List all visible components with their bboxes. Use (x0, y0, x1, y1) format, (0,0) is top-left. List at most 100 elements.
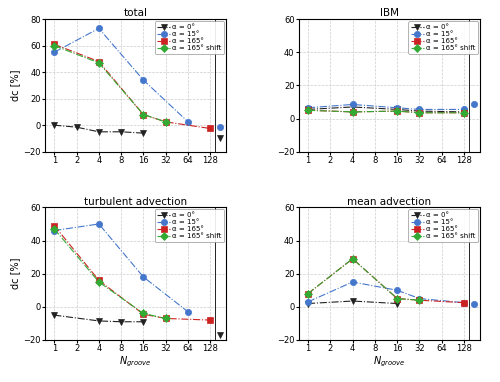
α = 0° (140, 131, 146, 136)
Line: α = 15°: α = 15° (51, 221, 191, 315)
Line: α = 165° shift: α = 165° shift (52, 226, 168, 321)
α = 165° (52, 42, 58, 47)
α = 15° (394, 105, 400, 110)
α = 0° (52, 123, 58, 128)
α = 165° shift (350, 256, 356, 261)
Y-axis label: dc [%]: dc [%] (10, 258, 20, 290)
Line: α = 165°: α = 165° (51, 222, 214, 323)
α = 165° (394, 296, 400, 301)
α = 165° (350, 256, 356, 261)
α = 15° (140, 78, 146, 83)
α = 0° (118, 129, 124, 134)
α = 165° shift (416, 298, 422, 303)
α = 165° shift (350, 110, 356, 114)
α = 15° (52, 228, 58, 233)
α = 165° shift (140, 311, 146, 316)
α = 15° (140, 275, 146, 279)
Line: α = 165° shift: α = 165° shift (305, 107, 467, 115)
Line: α = 0°: α = 0° (51, 312, 146, 325)
α = 15° (96, 26, 102, 31)
α = 165° (416, 298, 422, 303)
α = 15° (185, 120, 191, 124)
α = 15° (416, 296, 422, 301)
Line: α = 0°: α = 0° (305, 104, 467, 115)
α = 0° (118, 319, 124, 324)
Line: α = 165°: α = 165° (51, 41, 214, 132)
Legend: α = 0°, α = 15°, α = 165°, α = 165° shift: α = 0°, α = 15°, α = 165°, α = 165° shif… (408, 21, 478, 54)
Line: α = 15°: α = 15° (305, 279, 467, 306)
α = 0° (350, 299, 356, 303)
α = 165° (461, 110, 467, 115)
α = 0° (305, 107, 311, 112)
α = 165° (162, 316, 168, 321)
α = 15° (416, 107, 422, 112)
Line: α = 0°: α = 0° (51, 122, 146, 136)
α = 165° shift (416, 110, 422, 115)
α = 165° (140, 112, 146, 117)
α = 165° (394, 109, 400, 113)
α = 0° (305, 301, 311, 306)
α = 15° (185, 309, 191, 314)
α = 165° shift (52, 227, 58, 231)
Line: α = 165° shift: α = 165° shift (52, 43, 168, 125)
α = 0° (394, 301, 400, 306)
Line: α = 165°: α = 165° (305, 107, 467, 116)
α = 15° (52, 50, 58, 55)
X-axis label: $N_{groove}$: $N_{groove}$ (120, 354, 152, 369)
α = 165° shift (305, 291, 311, 296)
α = 165° (305, 291, 311, 296)
Legend: α = 0°, α = 15°, α = 165°, α = 165° shift: α = 0°, α = 15°, α = 165°, α = 165° shif… (154, 209, 224, 242)
α = 165° (52, 223, 58, 228)
Title: mean advection: mean advection (348, 197, 432, 207)
α = 165° (208, 126, 214, 131)
Title: IBM: IBM (380, 8, 399, 18)
α = 0° (350, 105, 356, 109)
Line: α = 165° shift: α = 165° shift (305, 256, 422, 303)
α = 165° (350, 110, 356, 114)
α = 165° (208, 318, 214, 322)
α = 165° (96, 59, 102, 64)
α = 165° shift (140, 112, 146, 117)
α = 165° shift (96, 61, 102, 65)
Y-axis label: dc [%]: dc [%] (10, 70, 20, 101)
α = 0° (394, 107, 400, 112)
Line: α = 165°: α = 165° (305, 256, 467, 306)
Legend: α = 0°, α = 15°, α = 165°, α = 165° shift: α = 0°, α = 15°, α = 165°, α = 165° shif… (408, 209, 478, 242)
α = 165° shift (394, 296, 400, 301)
Line: α = 0°: α = 0° (305, 298, 400, 307)
α = 0° (461, 110, 467, 114)
α = 15° (394, 288, 400, 293)
Legend: α = 0°, α = 15°, α = 165°, α = 165° shift: α = 0°, α = 15°, α = 165°, α = 165° shif… (154, 21, 224, 54)
α = 15° (461, 107, 467, 112)
α = 165° (140, 312, 146, 317)
X-axis label: $N_{groove}$: $N_{groove}$ (373, 354, 406, 369)
Line: α = 15°: α = 15° (51, 25, 191, 125)
α = 15° (350, 280, 356, 284)
α = 0° (140, 319, 146, 324)
α = 165° shift (394, 109, 400, 113)
α = 15° (305, 299, 311, 304)
α = 165° (416, 110, 422, 115)
α = 15° (350, 102, 356, 107)
α = 165° shift (305, 108, 311, 113)
α = 0° (96, 129, 102, 134)
Line: α = 15°: α = 15° (305, 101, 467, 113)
Title: turbulent advection: turbulent advection (84, 197, 187, 207)
α = 165° (461, 300, 467, 305)
α = 165° (162, 120, 168, 124)
α = 165° (305, 108, 311, 113)
α = 0° (416, 109, 422, 113)
Title: total: total (124, 8, 148, 18)
α = 165° shift (162, 316, 168, 321)
α = 165° (96, 278, 102, 283)
α = 0° (52, 313, 58, 317)
α = 15° (305, 105, 311, 110)
α = 165° shift (96, 280, 102, 284)
α = 165° shift (162, 120, 168, 124)
α = 0° (74, 125, 80, 129)
α = 165° shift (52, 43, 58, 48)
α = 165° shift (461, 110, 467, 115)
α = 0° (96, 319, 102, 323)
α = 15° (461, 300, 467, 305)
α = 15° (96, 222, 102, 226)
